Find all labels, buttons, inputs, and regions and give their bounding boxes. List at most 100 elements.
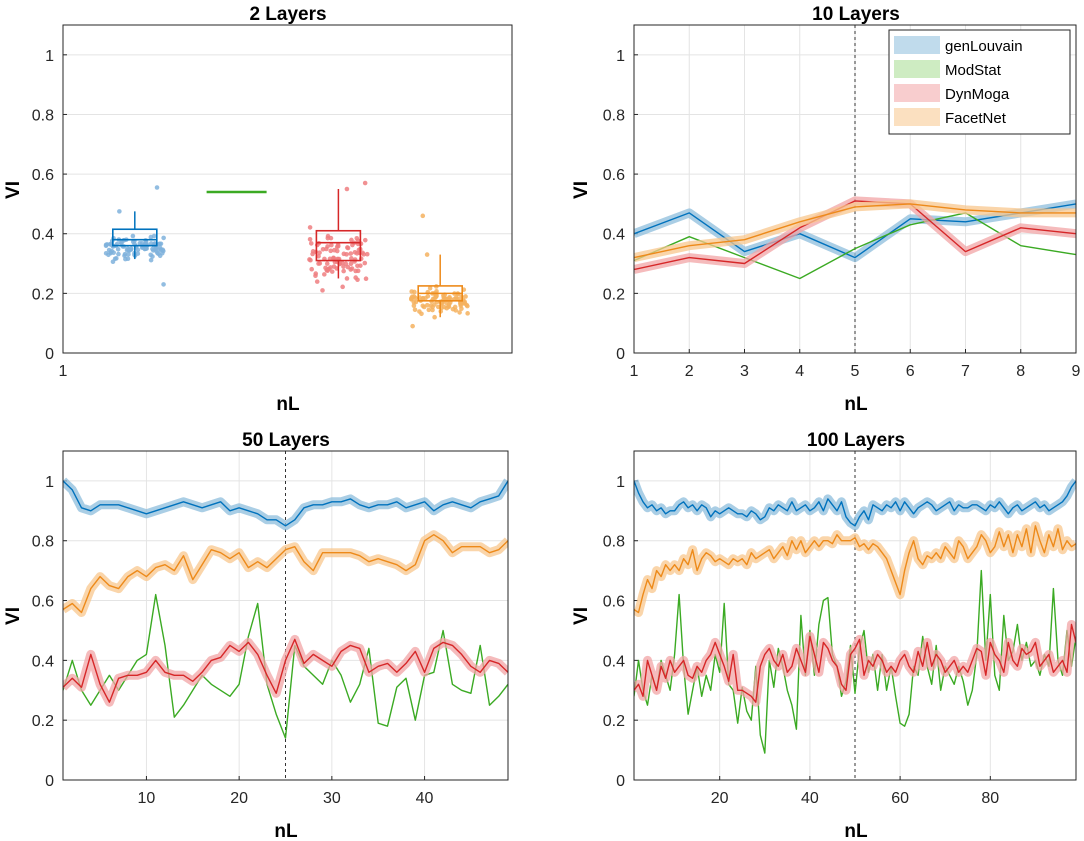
data-point — [148, 257, 154, 263]
series-line — [634, 203, 1076, 259]
y-tick-label: 0.2 — [32, 286, 54, 303]
legend-label: DynMoga — [945, 86, 1010, 103]
series-dynmoga — [634, 196, 1076, 274]
data-point — [148, 234, 154, 240]
panel-title: 10 Layers — [812, 4, 900, 25]
y-tick-label: 0.2 — [32, 713, 54, 730]
y-tick-label: 1 — [616, 48, 625, 65]
x-tick-label: 40 — [801, 790, 819, 807]
data-point — [324, 261, 330, 266]
data-point — [161, 235, 166, 241]
axes-frame — [62, 450, 509, 781]
y-tick-label: 1 — [616, 474, 625, 491]
data-point — [463, 294, 468, 299]
data-point — [354, 235, 360, 241]
y-tick-label: 0.6 — [603, 167, 625, 184]
data-point — [307, 257, 312, 262]
data-point — [461, 301, 467, 306]
panel-title: 50 Layers — [242, 430, 330, 451]
data-point — [349, 266, 355, 271]
data-point — [329, 269, 335, 274]
data-point — [317, 250, 322, 255]
data-point — [425, 293, 431, 299]
x-tick-label: 7 — [961, 363, 970, 380]
data-point — [420, 213, 426, 219]
y-tick-label: 0.2 — [603, 713, 625, 730]
plot-content — [63, 451, 508, 780]
y-tick-label: 0.8 — [32, 107, 54, 124]
panel-title: 100 Layers — [807, 430, 905, 451]
data-point — [348, 251, 354, 256]
data-point — [352, 249, 358, 255]
data-point — [153, 248, 159, 253]
legend-label: FacetNet — [945, 110, 1007, 127]
series-dynmoga — [307, 180, 370, 293]
x-tick-label: 30 — [323, 790, 341, 807]
legend-swatch — [894, 36, 940, 54]
y-tick-label: 0.6 — [32, 167, 54, 184]
series-line — [63, 638, 508, 703]
y-tick-label: 0 — [616, 773, 625, 790]
x-tick-label: 2 — [685, 363, 694, 380]
data-point — [156, 251, 161, 257]
x-tick-label: 3 — [740, 363, 749, 380]
x-tick-label: 5 — [851, 363, 860, 380]
y-tick-label: 0.4 — [32, 653, 54, 670]
data-point — [435, 304, 441, 310]
data-point — [335, 243, 341, 249]
data-point — [409, 297, 414, 302]
legend-label: genLouvain — [945, 38, 1023, 55]
data-point — [309, 266, 315, 272]
axes-frame — [62, 24, 513, 354]
y-tick-label: 0.8 — [603, 107, 625, 124]
panel-10-layers: 10 Layers nL VI 0 0.2 0.4 0.6 0.8 1 1 2 3 4 5 6 7 8 9 g… — [571, 4, 1081, 415]
series-dynmoga — [63, 634, 508, 707]
y-tick-label: 0.4 — [32, 227, 54, 244]
data-point — [432, 314, 437, 320]
data-point — [341, 268, 346, 274]
data-point — [364, 251, 370, 257]
panel-title: 2 Layers — [249, 4, 326, 25]
x-tick-label: 1 — [59, 363, 68, 380]
series-genlouvain — [63, 477, 508, 531]
series-line — [634, 525, 1076, 614]
data-point — [126, 252, 131, 257]
data-point — [441, 304, 447, 310]
data-point — [115, 247, 121, 252]
x-tick-label: 80 — [981, 790, 999, 807]
box — [112, 228, 158, 247]
data-point — [331, 256, 337, 261]
y-tick-label: 0.8 — [603, 534, 625, 551]
data-point — [427, 285, 433, 291]
x-tick-label: 4 — [795, 363, 804, 380]
data-point — [308, 241, 314, 246]
data-point — [125, 256, 131, 262]
series-dynmoga — [634, 620, 1076, 707]
data-point — [344, 186, 350, 192]
y-tick-label: 0.4 — [603, 653, 625, 670]
data-point — [320, 288, 325, 293]
data-point — [160, 248, 166, 254]
data-point — [117, 209, 122, 214]
data-point — [459, 306, 464, 311]
data-point — [353, 268, 358, 274]
x-tick-label: 8 — [1016, 363, 1025, 380]
data-point — [313, 273, 318, 279]
data-point — [334, 248, 340, 254]
data-point — [348, 261, 354, 267]
data-point — [341, 251, 347, 257]
series-modstat — [63, 593, 508, 739]
data-point — [161, 282, 166, 287]
data-point — [362, 237, 368, 243]
data-point — [344, 276, 350, 281]
data-point — [341, 264, 346, 269]
data-point — [157, 245, 163, 251]
data-point — [317, 261, 323, 266]
data-point — [114, 256, 119, 261]
y-axis-label: VI — [571, 181, 592, 199]
plot-content — [634, 451, 1076, 780]
series-facetnet — [634, 521, 1076, 617]
data-point — [144, 246, 149, 251]
data-point — [362, 180, 368, 186]
